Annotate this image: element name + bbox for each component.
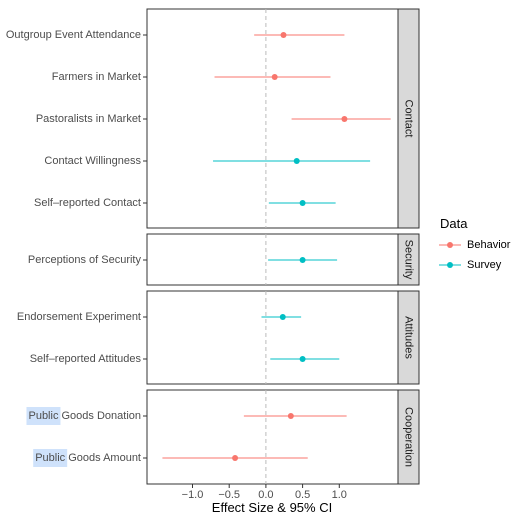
panel-security: Security Perceptions of Security xyxy=(28,233,420,286)
row-label: Self–reported Attitudes xyxy=(30,353,142,365)
facet-strip xyxy=(397,8,420,229)
panel-frame xyxy=(146,389,399,485)
row-label: Pastoralists in Market xyxy=(36,113,141,125)
panel-contact: Contact Outgroup Event Attendance Farmers … xyxy=(6,8,420,229)
highlight-box xyxy=(33,449,68,467)
estimate-row: Public Goods Donation xyxy=(26,407,347,425)
row-label: Endorsement Experiment xyxy=(17,311,141,323)
estimate-point xyxy=(279,314,286,320)
panels-layer: Contact Outgroup Event Attendance Farmers … xyxy=(6,8,420,485)
row-label: Contact Willingness xyxy=(44,155,141,167)
row-label: Farmers in Market xyxy=(52,71,141,83)
row-label: Self–reported Contact xyxy=(34,197,141,209)
x-tick-label: 1.0 xyxy=(332,489,347,501)
estimate-row: Outgroup Event Attendance xyxy=(6,29,345,41)
row-label: Public Goods Amount xyxy=(35,452,141,464)
facet-strip-label: Security xyxy=(403,240,415,280)
x-tick-label: −0.5 xyxy=(218,489,240,501)
panel-frame xyxy=(146,290,399,385)
estimate-row: Self–reported Attitudes xyxy=(30,353,340,365)
estimate-point xyxy=(341,116,348,122)
highlight-box xyxy=(26,407,61,425)
legend-entry-survey: Survey xyxy=(439,259,502,271)
facet-strip xyxy=(397,389,420,485)
legend-label: Behavior xyxy=(467,239,511,251)
estimate-row: Contact Willingness xyxy=(44,155,371,167)
estimate-row: Farmers in Market xyxy=(52,71,331,83)
legend: Data Behavior Survey xyxy=(439,216,511,271)
estimate-point xyxy=(299,257,306,263)
legend-label: Survey xyxy=(467,259,502,271)
panel-cooperation: Cooperation Public Goods Donation Public G… xyxy=(26,389,420,485)
x-tick-label: −1.0 xyxy=(182,489,204,501)
legend-key-point xyxy=(447,262,453,268)
facet-strip-label: Attitudes xyxy=(403,316,415,359)
estimate-point xyxy=(299,356,306,362)
estimate-point xyxy=(232,455,239,461)
estimate-point xyxy=(299,200,306,206)
legend-key-point xyxy=(447,242,453,248)
legend-entry-behavior: Behavior xyxy=(439,239,511,251)
row-label: Public Goods Donation xyxy=(28,410,141,422)
x-axis-title: Effect Size & 95% CI xyxy=(212,500,332,515)
estimate-row: Perceptions of Security xyxy=(28,254,338,266)
panel-attitudes: Attitudes Endorsement Experiment Self–repo… xyxy=(17,290,420,385)
legend-title: Data xyxy=(440,216,468,231)
facet-strip-label: Contact xyxy=(403,100,415,138)
facet-strip xyxy=(397,233,420,286)
facet-strip-label: Cooperation xyxy=(403,407,415,467)
estimate-point xyxy=(287,413,294,419)
estimate-point xyxy=(293,158,300,164)
row-label: Outgroup Event Attendance xyxy=(6,29,141,41)
estimate-row: Public Goods Amount xyxy=(33,449,308,467)
x-tick-label: 0.5 xyxy=(295,489,310,501)
estimate-point xyxy=(271,74,278,80)
row-label: Perceptions of Security xyxy=(28,254,142,266)
estimate-row: Self–reported Contact xyxy=(34,197,336,209)
x-axis: −1.0 −0.5 0.0 0.5 1.0 xyxy=(182,484,347,501)
x-tick-label: 0.0 xyxy=(258,489,273,501)
estimate-point xyxy=(280,32,287,38)
estimate-row: Pastoralists in Market xyxy=(36,113,391,125)
estimate-row: Endorsement Experiment xyxy=(17,311,302,323)
facet-strip xyxy=(397,290,420,385)
